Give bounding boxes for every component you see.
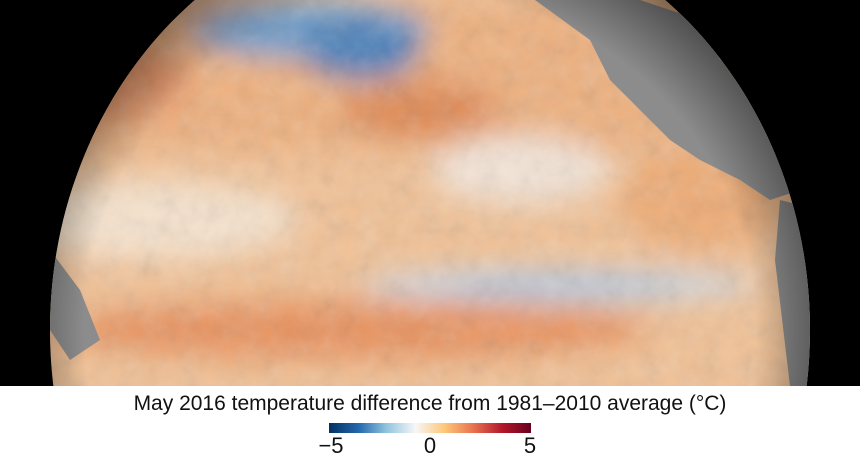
map-caption: May 2016 temperature difference from 198… bbox=[133, 392, 727, 415]
scale-max-label: 5 bbox=[523, 433, 537, 458]
scale-min-label: −5 bbox=[318, 433, 344, 458]
globe-svg bbox=[49, 0, 810, 386]
scale-mid-label: 0 bbox=[423, 433, 437, 458]
sea-surface-temperature-map bbox=[0, 0, 860, 386]
color-scale-bar bbox=[329, 423, 531, 433]
